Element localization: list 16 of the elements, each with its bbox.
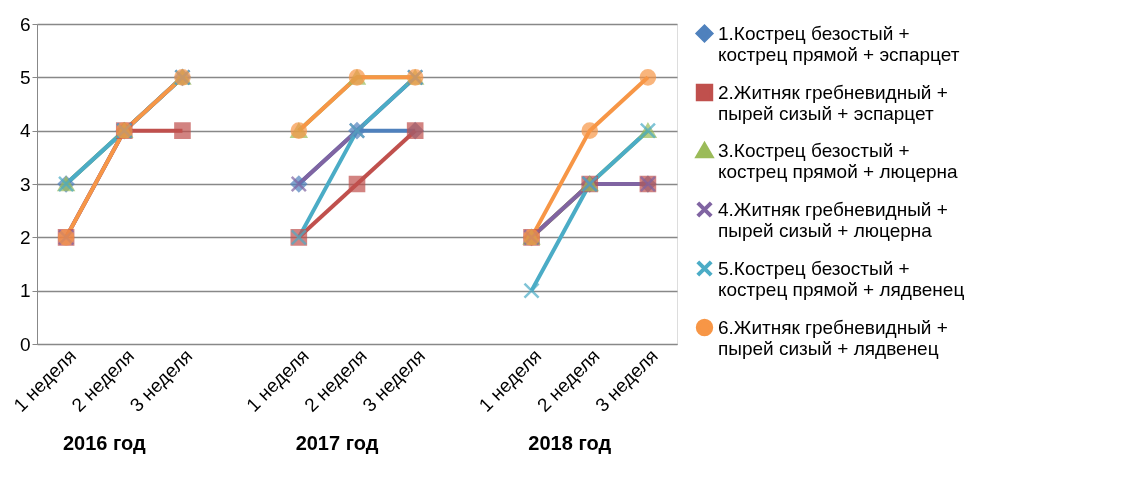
y-tick-label: 6 — [19, 13, 31, 35]
y-tick-label: 3 — [19, 173, 31, 195]
text: 2016 год — [62, 432, 146, 454]
legend-label: 2.Житняк гребневидный + пырей сизый + эспарцет — [718, 81, 948, 124]
legend-label: 3.Кострец безостый + кострец прямой + люцерна — [718, 139, 959, 182]
y-tick-label: 4 — [19, 120, 31, 142]
y-tick-label: 5 — [19, 66, 31, 88]
legend-label: 1.Кострец безостый + кострец прямой + эспарцет — [718, 22, 960, 65]
legend-label: 6.Житняк гребневидный + пырей сизый + лядвенец — [718, 316, 948, 359]
y-tick-label: 0 — [19, 333, 31, 355]
legend-label: 4.Житняк гребневидный + пырей сизый + люцерна — [718, 198, 948, 241]
y-tick-label: 2 — [19, 226, 31, 248]
text: 2018 год — [528, 432, 612, 454]
y-tick-label: 1 — [19, 280, 31, 302]
text: 2017 год — [295, 432, 379, 454]
legend-label: 5.Кострец безостый + кострец прямой + лядвенец — [718, 257, 965, 300]
